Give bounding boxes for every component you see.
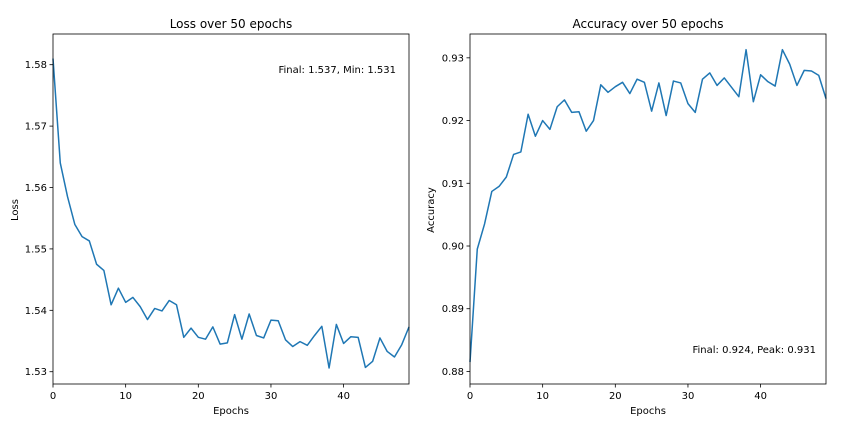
- series-line: [52, 58, 410, 369]
- x-tick-label: 40: [754, 391, 767, 402]
- plot-frame: [52, 33, 410, 385]
- loss-chart: Loss over 50 epochs Epochs Loss Final: 1…: [10, 17, 410, 417]
- y-tick-label: 1.58: [25, 60, 47, 71]
- chart-title: Accuracy over 50 epochs: [572, 17, 723, 31]
- y-tick-label: 0.89: [442, 304, 464, 315]
- y-tick-label: 1.56: [25, 183, 47, 194]
- x-axis-label: Epochs: [213, 406, 249, 417]
- x-tick-label: 30: [682, 391, 695, 402]
- y-tick-label: 0.93: [442, 53, 464, 64]
- x-tick-label: 20: [192, 391, 205, 402]
- accuracy-chart: Accuracy over 50 epochs Epochs Accuracy …: [426, 17, 827, 417]
- x-tick-label: 10: [536, 391, 549, 402]
- chart-annotation: Final: 1.537, Min: 1.531: [279, 65, 397, 76]
- x-tick-label: 10: [119, 391, 132, 402]
- y-tick-label: 0.92: [442, 116, 464, 127]
- x-tick-label: 30: [265, 391, 278, 402]
- chart-title: Loss over 50 epochs: [170, 17, 293, 31]
- x-axis-label: Epochs: [630, 406, 666, 417]
- y-tick-label: 0.88: [442, 367, 464, 378]
- y-axis-label: Loss: [10, 199, 21, 221]
- y-tick-label: 1.55: [25, 244, 47, 255]
- y-tick-label: 1.54: [25, 306, 47, 317]
- y-axis-label: Accuracy: [426, 187, 437, 233]
- x-tick-label: 0: [50, 391, 56, 402]
- series-line: [469, 48, 827, 363]
- y-tick-label: 0.91: [442, 179, 464, 190]
- y-tick-label: 0.90: [442, 242, 464, 253]
- y-tick-label: 1.57: [25, 122, 47, 133]
- x-tick-label: 20: [609, 391, 622, 402]
- y-tick-label: 1.53: [25, 367, 47, 378]
- plot-frame: [469, 33, 827, 385]
- x-tick-label: 0: [467, 391, 473, 402]
- x-tick-label: 40: [337, 391, 350, 402]
- chart-annotation: Final: 0.924, Peak: 0.931: [692, 345, 816, 356]
